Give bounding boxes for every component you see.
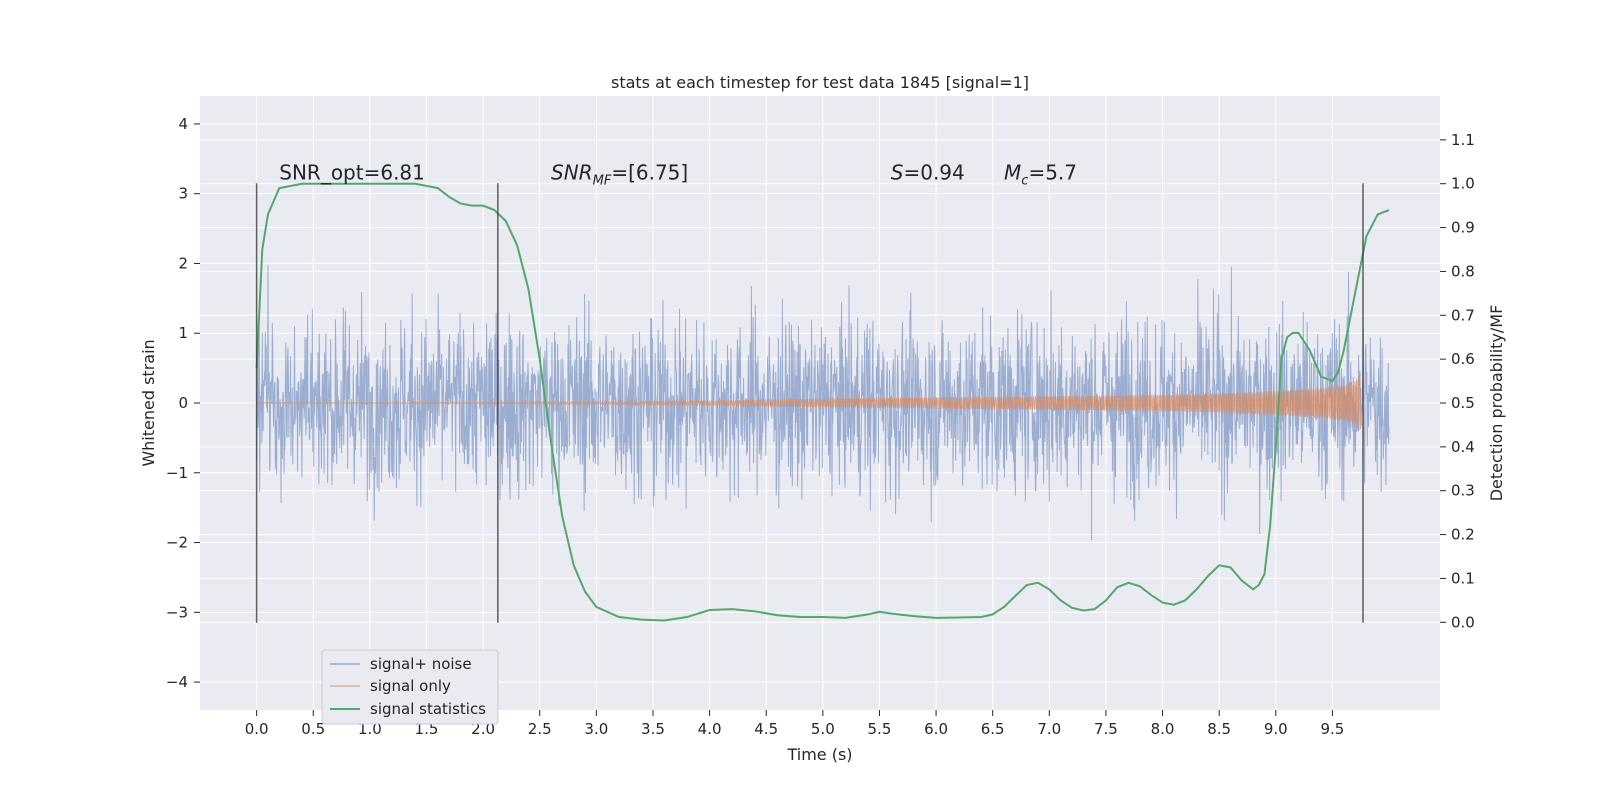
y-right-tick-label-0: 0.0 <box>1451 613 1475 631</box>
x-tick-label-11: 5.5 <box>868 720 892 738</box>
x-tick-label-16: 8.0 <box>1151 720 1175 738</box>
y-axis-label-left: Whitened strain <box>139 339 158 466</box>
x-tick-label-17: 8.5 <box>1207 720 1231 738</box>
chart-title: stats at each timestep for test data 184… <box>611 73 1029 92</box>
annotation-3: Mc=5.7 <box>1004 160 1077 188</box>
x-tick-label-13: 6.5 <box>981 720 1005 738</box>
y-left-tick-label-1: −3 <box>166 603 188 621</box>
legend: signal+ noise signal only signal statist… <box>321 649 499 725</box>
annotations: SNR_opt=6.81 SNRMF=[6.75] S=0.94 Mc=5.7 <box>279 160 1077 188</box>
noise-trace <box>256 265 1390 541</box>
y-left-tick-label-6: 2 <box>178 254 188 272</box>
x-tick-label-9: 4.5 <box>754 720 778 738</box>
annotation-2: S=0.94 <box>891 160 965 184</box>
left-axis: −4 −3 −2 −1 0 1 2 3 4 <box>166 115 200 691</box>
y-left-tick-label-7: 3 <box>178 185 188 203</box>
x-tick-label-5: 2.5 <box>528 720 552 738</box>
x-tick-label-1: 0.5 <box>301 720 325 738</box>
y-right-tick-label-10: 1.0 <box>1451 175 1475 193</box>
y-right-tick-label-7: 0.7 <box>1451 306 1475 324</box>
noise-series <box>256 265 1390 541</box>
y-left-tick-label-0: −4 <box>166 673 188 691</box>
y-right-tick-label-8: 0.8 <box>1451 262 1475 280</box>
x-tick-label-10: 5.0 <box>811 720 835 738</box>
y-axis-label-right: Detection probability/MF <box>1487 305 1506 502</box>
statistics-series <box>255 182 1390 622</box>
y-left-tick-label-2: −2 <box>166 534 188 552</box>
chirp-trace <box>256 373 1362 431</box>
legend-label-signal-statistics: signal statistics <box>370 700 486 718</box>
y-left-tick-label-5: 1 <box>178 324 188 342</box>
x-tick-label-15: 7.5 <box>1094 720 1118 738</box>
y-left-tick-label-8: 4 <box>178 115 188 133</box>
statistics-line <box>255 182 1390 622</box>
annotation-0: SNR_opt=6.81 <box>279 160 425 184</box>
vertical-markers <box>255 183 1364 623</box>
x-tick-label-8: 4.0 <box>698 720 722 738</box>
y-right-tick-label-1: 0.1 <box>1451 569 1475 587</box>
x-tick-label-14: 7.0 <box>1037 720 1061 738</box>
x-tick-label-6: 3.0 <box>584 720 608 738</box>
legend-label-signal-noise: signal+ noise <box>370 655 472 673</box>
y-right-tick-label-9: 0.9 <box>1451 219 1475 237</box>
annotation-1: SNRMF=[6.75] <box>551 160 688 188</box>
right-axis: 0.0 0.1 0.2 0.3 0.4 0.5 0.6 0.7 0.8 0.9 1.0 1.1 <box>1440 131 1475 631</box>
chirp-series <box>256 373 1362 431</box>
y-right-tick-label-6: 0.6 <box>1451 350 1475 368</box>
y-right-tick-label-11: 1.1 <box>1451 131 1475 149</box>
y-right-tick-label-5: 0.5 <box>1451 394 1475 412</box>
x-tick-label-7: 3.5 <box>641 720 665 738</box>
y-right-tick-label-4: 0.4 <box>1451 438 1475 456</box>
x-tick-label-18: 9.0 <box>1264 720 1288 738</box>
legend-label-signal-only: signal only <box>370 677 451 695</box>
y-right-tick-label-2: 0.2 <box>1451 526 1475 544</box>
y-left-tick-label-4: 0 <box>178 394 188 412</box>
x-tick-label-12: 6.0 <box>924 720 948 738</box>
y-left-tick-label-3: −1 <box>166 464 188 482</box>
y-right-tick-label-3: 0.3 <box>1451 482 1475 500</box>
x-tick-label-0: 0.0 <box>245 720 269 738</box>
legend-box <box>321 649 499 725</box>
x-tick-label-19: 9.5 <box>1320 720 1344 738</box>
x-axis-label: Time (s) <box>786 745 852 764</box>
